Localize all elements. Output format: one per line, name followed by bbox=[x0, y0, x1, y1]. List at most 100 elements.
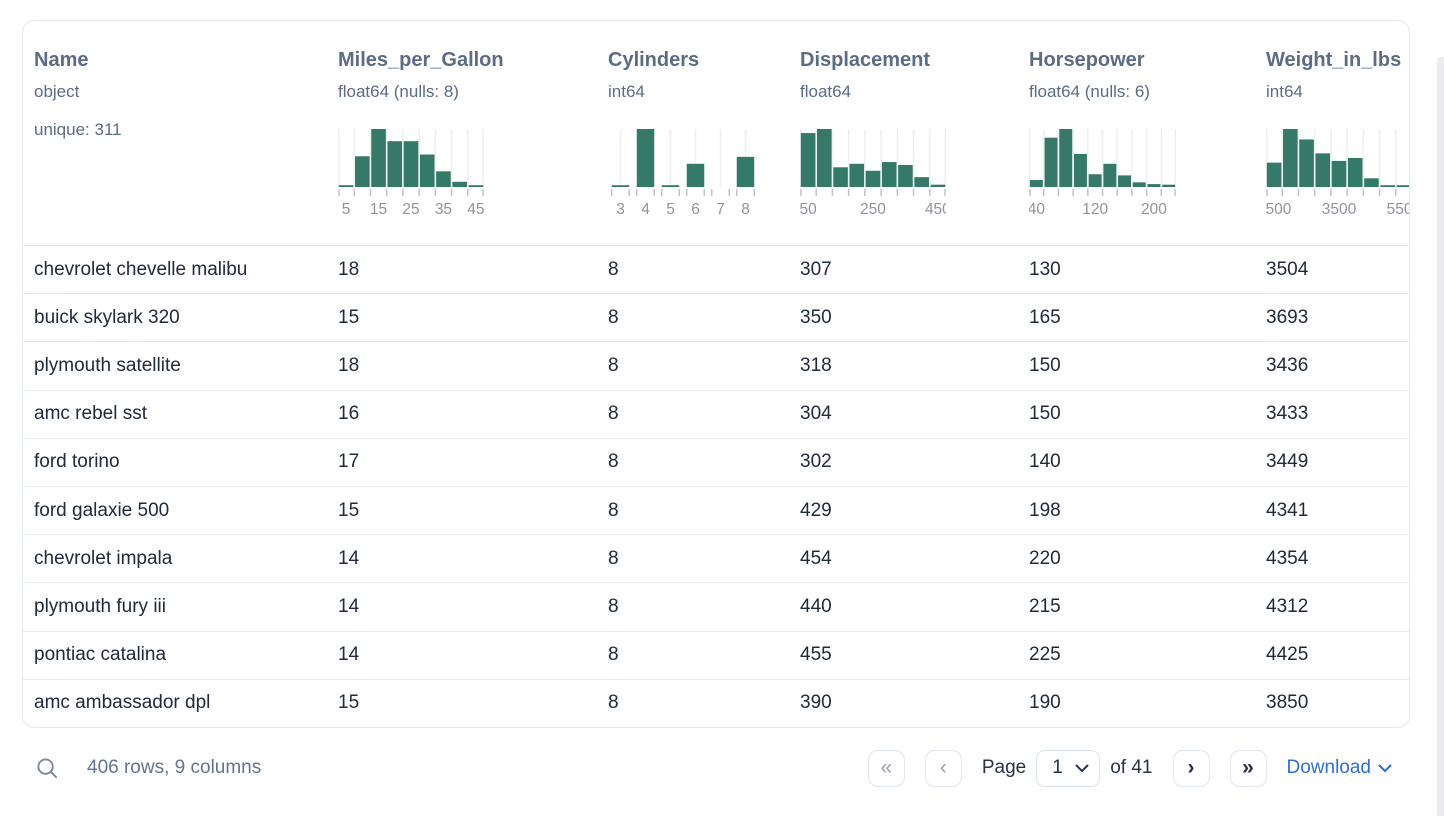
column-title: Miles_per_Gallon bbox=[338, 49, 504, 71]
scrollbar-thumb[interactable] bbox=[1437, 57, 1444, 816]
cell-cylinders: 8 bbox=[608, 596, 619, 618]
prev-page-button[interactable]: ‹ bbox=[924, 749, 962, 787]
cell-displacement: 302 bbox=[800, 451, 832, 473]
cell-weight-in-lbs: 3449 bbox=[1266, 451, 1309, 473]
column-header-miles-per-gallon[interactable]: Miles_per_Gallon float64 (nulls: 8) 5 15 25 3… bbox=[327, 21, 597, 245]
table-body: chevrolet chevelle malibu 18 8 307 130 3504 bu… bbox=[23, 245, 1409, 727]
cell-name: chevrolet chevelle malibu bbox=[34, 258, 248, 280]
cell-displacement: 304 bbox=[800, 403, 832, 425]
cell-cylinders: 8 bbox=[608, 355, 619, 376]
cell-displacement: 440 bbox=[800, 596, 832, 618]
column-dtype: float64 (nulls: 8) bbox=[338, 82, 459, 101]
column-dtype: float64 bbox=[800, 82, 852, 101]
svg-text:35: 35 bbox=[435, 201, 452, 218]
table-row[interactable]: amc rebel sst 16 8 304 150 3433 bbox=[23, 389, 1409, 438]
page-select-value: 1 bbox=[1052, 757, 1063, 778]
table-row[interactable]: plymouth satellite 18 8 318 150 3436 bbox=[23, 341, 1409, 389]
cell-name: ford galaxie 500 bbox=[34, 499, 170, 521]
table-row[interactable]: chevrolet chevelle malibu 18 8 307 130 3504 bbox=[23, 245, 1409, 293]
cell-displacement: 390 bbox=[800, 692, 832, 714]
svg-text:6: 6 bbox=[691, 201, 700, 218]
cell-cylinders: 8 bbox=[608, 451, 619, 473]
svg-text:25: 25 bbox=[402, 201, 419, 218]
cell-miles-per-gallon: 15 bbox=[338, 499, 360, 521]
table-row[interactable]: chevrolet impala 14 8 454 220 4354 bbox=[23, 534, 1409, 582]
cell-cylinders: 8 bbox=[608, 499, 619, 521]
column-dtype: int64 bbox=[1266, 82, 1303, 101]
cell-horsepower: 140 bbox=[1029, 451, 1061, 473]
last-page-button[interactable]: » bbox=[1229, 749, 1267, 787]
column-header-weight-in-lbs[interactable]: Weight_in_lbs int64 1500 3500 5500 bbox=[1255, 21, 1409, 245]
footer-left: 406 rows, 9 columns bbox=[36, 757, 261, 780]
cell-cylinders: 8 bbox=[608, 403, 619, 425]
svg-text:15: 15 bbox=[370, 201, 387, 218]
first-page-button[interactable]: « bbox=[867, 749, 905, 787]
svg-text:50: 50 bbox=[800, 201, 817, 218]
svg-text:7: 7 bbox=[716, 201, 725, 218]
column-unique-count: unique: 311 bbox=[34, 120, 122, 139]
chevron-down-icon bbox=[1075, 764, 1089, 773]
table-row[interactable]: pontiac catalina 14 8 455 225 4425 bbox=[23, 630, 1409, 679]
cell-weight-in-lbs: 4354 bbox=[1266, 547, 1309, 569]
svg-text:4: 4 bbox=[641, 201, 650, 218]
cell-cylinders: 8 bbox=[608, 644, 619, 666]
cell-horsepower: 215 bbox=[1029, 596, 1061, 618]
svg-text:250: 250 bbox=[860, 201, 886, 218]
svg-text:5500: 5500 bbox=[1387, 201, 1409, 218]
cell-miles-per-gallon: 18 bbox=[338, 355, 360, 376]
column-title: Weight_in_lbs bbox=[1266, 49, 1402, 71]
cell-horsepower: 130 bbox=[1029, 258, 1061, 280]
svg-text:120: 120 bbox=[1082, 201, 1108, 218]
download-button[interactable]: Download bbox=[1287, 757, 1393, 779]
svg-text:3: 3 bbox=[616, 201, 625, 218]
cell-horsepower: 150 bbox=[1029, 403, 1061, 425]
cell-miles-per-gallon: 16 bbox=[338, 403, 360, 425]
cell-displacement: 318 bbox=[800, 355, 832, 376]
cell-miles-per-gallon: 17 bbox=[338, 451, 360, 473]
svg-text:40: 40 bbox=[1029, 201, 1045, 218]
column-title: Cylinders bbox=[608, 49, 700, 71]
cell-miles-per-gallon: 18 bbox=[338, 258, 360, 280]
svg-text:3500: 3500 bbox=[1322, 201, 1357, 218]
table-row[interactable]: buick skylark 320 15 8 350 165 3693 bbox=[23, 293, 1409, 341]
svg-text:45: 45 bbox=[467, 201, 484, 218]
column-title: Name bbox=[34, 49, 89, 71]
table-row[interactable]: ford galaxie 500 15 8 429 198 4341 bbox=[23, 486, 1409, 534]
footer-right: « ‹ Page 1 of 41 › » Download bbox=[867, 749, 1393, 787]
cell-weight-in-lbs: 4312 bbox=[1266, 596, 1309, 618]
cell-displacement: 350 bbox=[800, 306, 832, 328]
next-page-button[interactable]: › bbox=[1172, 749, 1210, 787]
cell-horsepower: 150 bbox=[1029, 355, 1061, 376]
search-icon[interactable] bbox=[36, 757, 59, 780]
cell-displacement: 454 bbox=[800, 547, 832, 569]
column-header-name[interactable]: Name object unique: 311 bbox=[23, 21, 327, 245]
column-header-cylinders[interactable]: Cylinders int64 3 4 5 6 7 8 bbox=[597, 21, 789, 245]
column-dtype: object bbox=[34, 82, 80, 101]
cell-displacement: 429 bbox=[800, 499, 832, 521]
table-row[interactable]: plymouth fury iii 14 8 440 215 4312 bbox=[23, 582, 1409, 630]
cell-miles-per-gallon: 14 bbox=[338, 644, 360, 666]
cell-weight-in-lbs: 3693 bbox=[1266, 306, 1309, 328]
cell-cylinders: 8 bbox=[608, 306, 619, 328]
cell-horsepower: 225 bbox=[1029, 644, 1061, 666]
column-header-horsepower[interactable]: Horsepower float64 (nulls: 6) 40 120 200 bbox=[1018, 21, 1255, 245]
cell-horsepower: 190 bbox=[1029, 692, 1061, 714]
histogram-horsepower: 40 120 200 bbox=[1029, 129, 1255, 219]
column-header-displacement[interactable]: Displacement float64 50 250 450 bbox=[789, 21, 1018, 245]
cell-weight-in-lbs: 3433 bbox=[1266, 403, 1309, 425]
cell-cylinders: 8 bbox=[608, 547, 619, 569]
svg-text:200: 200 bbox=[1141, 201, 1167, 218]
cell-miles-per-gallon: 15 bbox=[338, 306, 360, 328]
table-row[interactable]: amc ambassador dpl 15 8 390 190 3850 bbox=[23, 678, 1409, 727]
table-row[interactable]: ford torino 17 8 302 140 3449 bbox=[23, 437, 1409, 486]
cell-name: ford torino bbox=[34, 451, 120, 473]
histogram-displacement: 50 250 450 bbox=[800, 129, 1018, 219]
histogram-miles-per-gallon: 5 15 25 35 45 bbox=[338, 129, 597, 219]
page-label: Page bbox=[981, 757, 1027, 778]
cell-cylinders: 8 bbox=[608, 692, 619, 714]
cell-weight-in-lbs: 4425 bbox=[1266, 644, 1309, 666]
page-select[interactable]: 1 bbox=[1036, 749, 1101, 787]
